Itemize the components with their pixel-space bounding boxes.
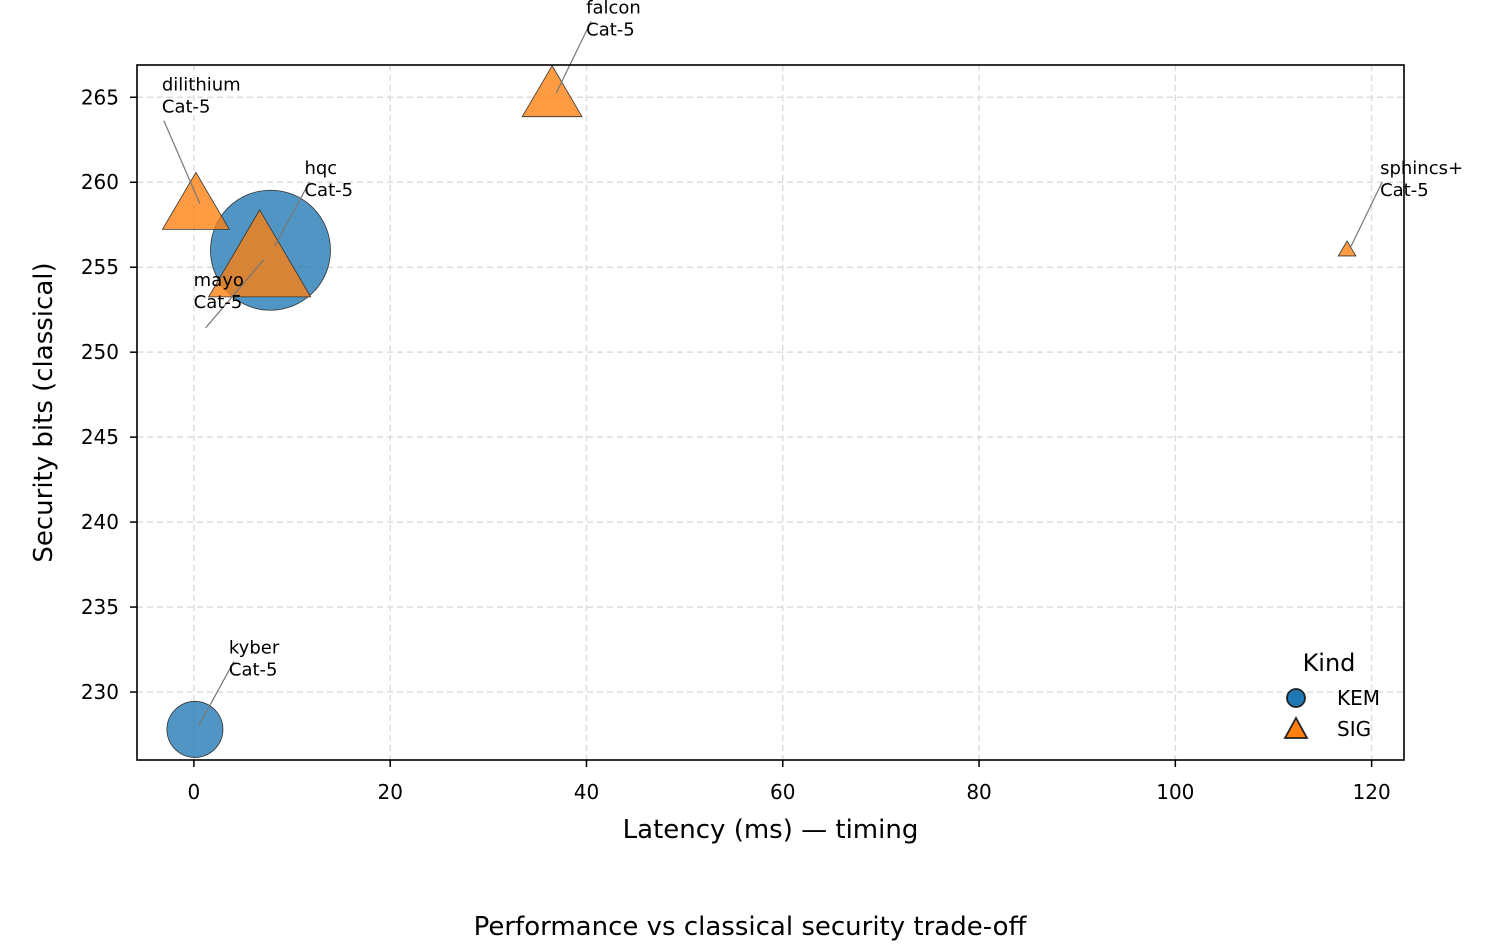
y-axis-label: Security bits (classical): [29, 262, 59, 562]
point-annotations: hqcCat-5kyberCat-5dilithiumCat-5falconCa…: [162, 0, 1463, 726]
y-tick-label: 255: [81, 255, 119, 279]
annotation-category: Cat-5: [162, 97, 211, 118]
annotation-name: sphincs+: [1380, 158, 1463, 179]
annotation-leader: [205, 259, 265, 329]
annotation-leader: [163, 120, 201, 204]
x-tick-label: 40: [574, 780, 599, 804]
y-tick-label: 240: [81, 510, 119, 534]
legend-marker-sig: [1283, 716, 1309, 739]
x-tick-label: 60: [770, 780, 795, 804]
y-tick-label: 245: [81, 425, 119, 449]
annotation-category: Cat-5: [229, 659, 278, 680]
x-axis-ticks: 0 20 40 60 80 100 120: [188, 760, 1391, 804]
legend-entries: KEM SIG: [1283, 686, 1380, 741]
plot-frame: [136, 64, 1405, 761]
x-axis-label: Latency (ms) — timing: [623, 815, 919, 845]
annotation-name: mayo: [194, 270, 244, 291]
grid-lines: [137, 65, 1404, 760]
annotation-name: hqc: [304, 158, 337, 179]
y-tick-label: 250: [81, 340, 119, 364]
annotation-leader: [198, 661, 235, 726]
scatter-chart: hqcCat-5kyberCat-5dilithiumCat-5falconCa…: [29, 0, 1463, 845]
point-kyber: [166, 701, 224, 758]
annotation-category: Cat-5: [304, 180, 353, 201]
point-sphincs+: [1337, 240, 1357, 257]
data-points: [161, 64, 1357, 758]
x-tick-label: 120: [1353, 780, 1391, 804]
y-axis-ticks: 230 235 240 245 250 255 260 265: [81, 85, 137, 704]
point-dilithium: [161, 171, 231, 230]
x-tick-label: 0: [188, 780, 201, 804]
annotation-name: dilithium: [162, 75, 241, 96]
annotation-name: kyber: [229, 637, 280, 658]
legend: Kind KEM SIG: [1283, 649, 1380, 741]
legend-label-kem: KEM: [1337, 686, 1380, 710]
x-tick-label: 80: [966, 780, 991, 804]
point-mayo: [207, 209, 312, 298]
x-tick-label: 20: [377, 780, 402, 804]
y-tick-label: 230: [81, 680, 119, 704]
annotation-name: falcon: [586, 0, 641, 18]
figure-caption: Performance vs classical security trade-…: [473, 912, 1027, 942]
annotation-category: Cat-5: [586, 19, 635, 40]
y-tick-label: 260: [81, 170, 119, 194]
annotation-category: Cat-5: [194, 292, 243, 313]
legend-marker-kem: [1286, 688, 1306, 708]
y-tick-label: 235: [81, 595, 119, 619]
annotation-leader: [555, 21, 592, 94]
point-falcon: [521, 64, 583, 118]
annotation-leader: [273, 181, 310, 247]
legend-label-sig: SIG: [1337, 717, 1371, 741]
annotation-leader: [1350, 181, 1383, 247]
legend-title: Kind: [1303, 649, 1356, 677]
x-tick-label: 100: [1156, 780, 1194, 804]
y-tick-label: 265: [81, 85, 119, 109]
